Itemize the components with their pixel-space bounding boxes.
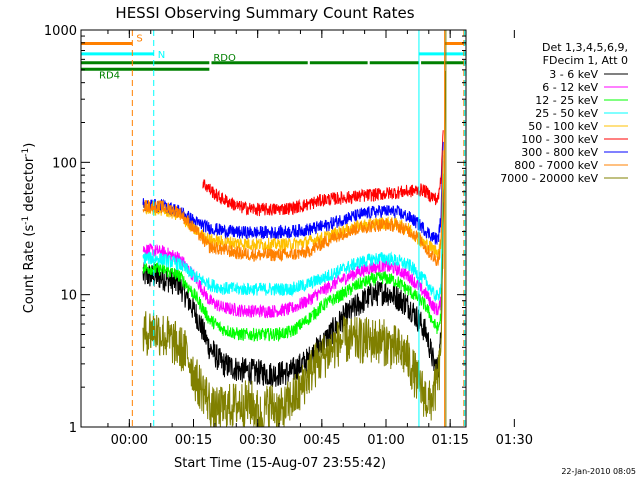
chart-title: HESSI Observing Summary Count Rates — [115, 4, 414, 22]
plot-frame — [80, 29, 467, 428]
legend-label-6: 300 - 800 keV — [521, 146, 598, 159]
footer-date: 22-Jan-2010 08:05 — [561, 467, 636, 476]
x-tick-label: 00:00 — [111, 433, 148, 448]
x-tick-label: 00:45 — [303, 433, 340, 448]
x-tick-label: 01:30 — [496, 433, 533, 448]
y-tick-label: 100 — [52, 156, 77, 171]
y-axis: 1 10 100 1000 — [44, 24, 466, 436]
vertical-markers — [131, 30, 466, 427]
x-axis-label: Start Time (15-Aug-07 23:55:42) — [174, 456, 386, 471]
legend-label-3: 25 - 50 keV — [535, 107, 598, 120]
y-tick-label: 1000 — [44, 24, 77, 39]
attenuator-markers: S N RDO RD4 — [81, 34, 466, 81]
marker-label-n: N — [158, 50, 165, 61]
marker-label-rd4: RD4 — [99, 70, 120, 81]
legend-label-7: 800 - 7000 keV — [514, 159, 598, 172]
legend-label-4: 50 - 100 keV — [528, 120, 598, 133]
x-axis: 00:00 00:15 00:30 00:45 01:00 01:15 01:30 — [107, 30, 533, 448]
marker-label-s: S — [136, 34, 142, 45]
legend-label-8: 7000 - 20000 keV — [500, 172, 598, 185]
x-tick-label: 00:15 — [175, 433, 212, 448]
x-tick-label: 00:30 — [239, 433, 276, 448]
legend-header-line-1: Det 1,3,4,5,6,9, — [542, 41, 628, 54]
y-tick-label: 1 — [69, 421, 77, 436]
x-tick-label: 01:15 — [431, 433, 468, 448]
series-line-7 — [142, 150, 444, 267]
legend: Det 1,3,4,5,6,9, FDecim 1, Att 0 3 - 6 k… — [500, 41, 628, 185]
legend-label-2: 12 - 25 keV — [535, 94, 598, 107]
series-line-5 — [202, 130, 444, 217]
series-group — [142, 70, 446, 427]
series-line-3 — [142, 161, 444, 302]
series-line-6 — [142, 141, 444, 245]
legend-label-1: 6 - 12 keV — [542, 81, 598, 94]
legend-label-5: 100 - 300 keV — [521, 133, 598, 146]
series-line-2 — [142, 173, 444, 343]
marker-label-rdo: RDO — [213, 53, 236, 64]
series-line-8 — [142, 70, 446, 427]
y-axis-label: Count Rate (s-1 detector-1) — [21, 143, 37, 314]
x-tick-label: 01:00 — [367, 433, 404, 448]
legend-header-line-2: FDecim 1, Att 0 — [543, 54, 628, 67]
legend-label-0: 3 - 6 keV — [549, 68, 598, 81]
y-tick-label: 10 — [60, 289, 77, 304]
